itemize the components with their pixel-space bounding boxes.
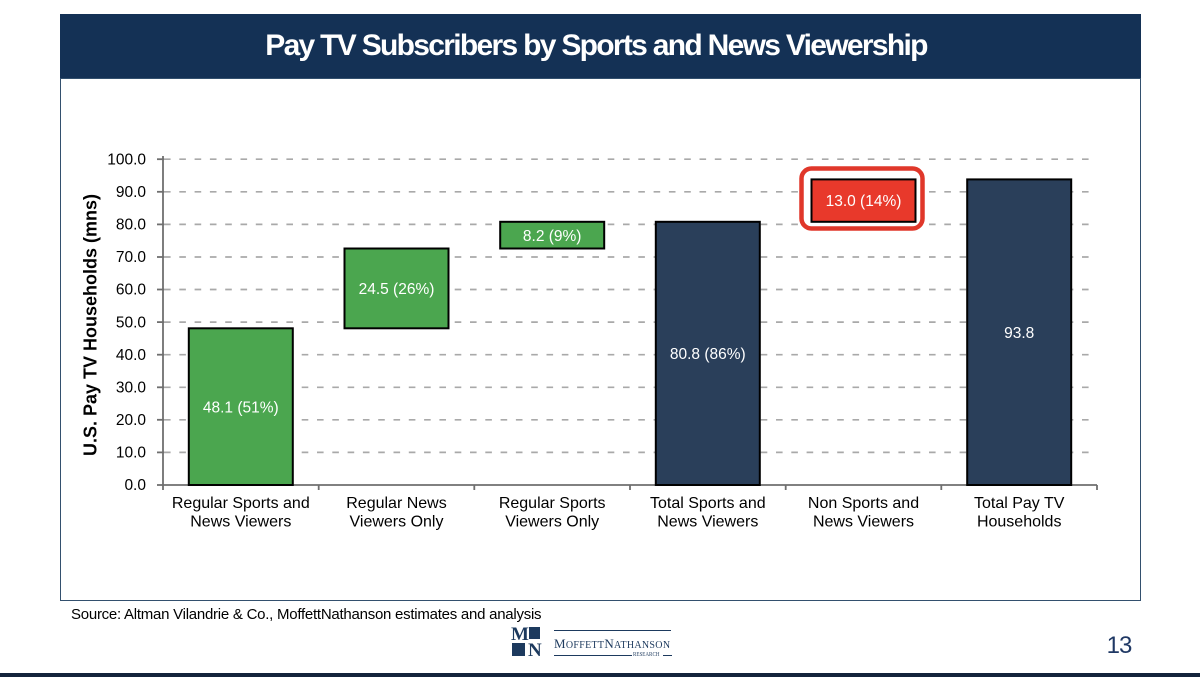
svg-text:90.0: 90.0 xyxy=(116,184,147,201)
svg-text:Non Sports and: Non Sports and xyxy=(808,495,919,512)
svg-text:Viewers Only: Viewers Only xyxy=(505,514,599,531)
svg-text:Viewers Only: Viewers Only xyxy=(350,514,444,531)
svg-text:13.0 (14%): 13.0 (14%) xyxy=(826,193,902,210)
svg-text:40.0: 40.0 xyxy=(116,347,147,364)
svg-text:20.0: 20.0 xyxy=(116,412,147,429)
svg-text:24.5 (26%): 24.5 (26%) xyxy=(359,281,435,298)
svg-text:10.0: 10.0 xyxy=(116,445,147,462)
svg-text:8.2 (9%): 8.2 (9%) xyxy=(523,228,582,245)
svg-text:News Viewers: News Viewers xyxy=(190,514,291,531)
svg-text:93.8: 93.8 xyxy=(1004,325,1034,342)
svg-text:30.0: 30.0 xyxy=(116,380,147,397)
svg-text:Regular News: Regular News xyxy=(346,495,446,512)
svg-text:Regular Sports: Regular Sports xyxy=(499,495,606,512)
svg-text:48.1 (51%): 48.1 (51%) xyxy=(203,400,279,417)
svg-text:News Viewers: News Viewers xyxy=(657,514,758,531)
svg-text:0.0: 0.0 xyxy=(124,477,146,494)
svg-text:News Viewers: News Viewers xyxy=(813,514,914,531)
svg-text:Total Pay TV: Total Pay TV xyxy=(974,495,1065,512)
svg-text:80.0: 80.0 xyxy=(116,217,147,234)
svg-text:Households: Households xyxy=(977,514,1062,531)
svg-text:U.S. Pay TV Households (mns): U.S. Pay TV Households (mns) xyxy=(81,194,101,456)
svg-text:70.0: 70.0 xyxy=(116,249,147,266)
svg-text:80.8 (86%): 80.8 (86%) xyxy=(670,346,746,363)
svg-text:Regular Sports and: Regular Sports and xyxy=(172,495,310,512)
svg-text:100.0: 100.0 xyxy=(107,151,146,168)
svg-text:50.0: 50.0 xyxy=(116,314,147,331)
svg-text:60.0: 60.0 xyxy=(116,282,147,299)
svg-text:Total Sports and: Total Sports and xyxy=(650,495,766,512)
